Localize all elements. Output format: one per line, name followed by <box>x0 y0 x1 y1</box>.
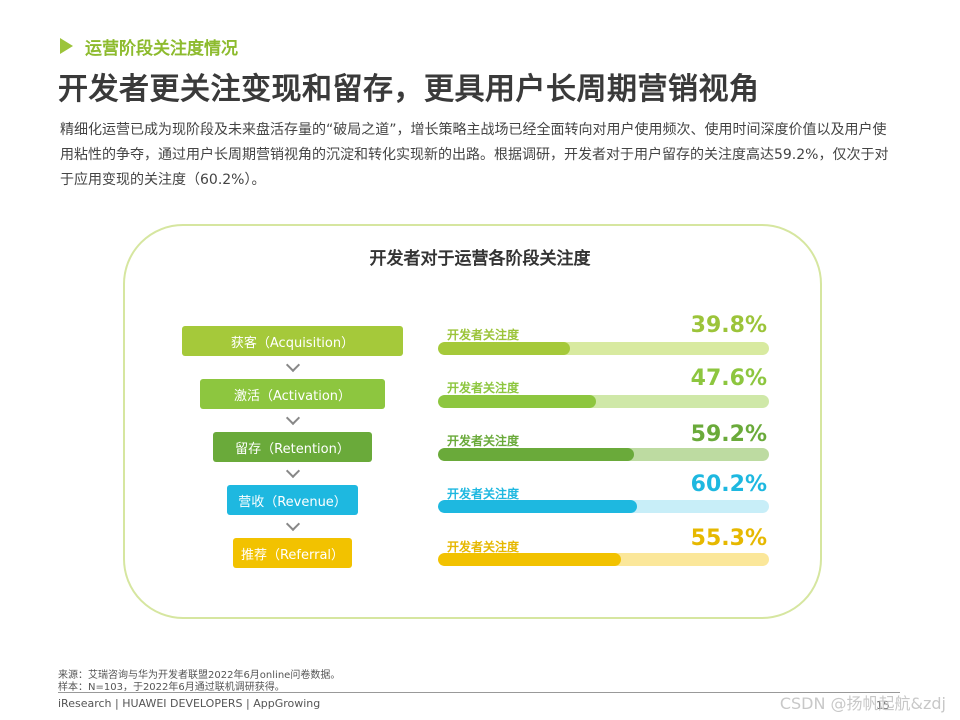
bar-retention <box>438 448 634 461</box>
bar-value-label: 60.2% <box>690 472 767 497</box>
stage-activation: 激活（Activation） <box>200 379 385 409</box>
bar-track <box>438 342 769 355</box>
bar-track <box>438 395 769 408</box>
page-title: 开发者更关注变现和留存，更具用户长周期营销视角 <box>58 72 760 107</box>
bar-series-label: 开发者关注度 <box>447 487 520 501</box>
bar-value-label: 47.6% <box>690 366 767 391</box>
intro-paragraph: 精细化运营已成为现阶段及未来盘活存量的“破局之道”，增长策略主战场已经全面转向对… <box>60 122 889 188</box>
footer-brands: iResearch | HUAWEI DEVELOPERS | AppGrowi… <box>58 697 321 710</box>
stage-retention: 留存（Retention） <box>213 432 372 462</box>
play-triangle-icon <box>60 38 73 54</box>
footer-divider <box>58 692 900 693</box>
page-number: 15 <box>876 699 890 712</box>
bar-track <box>438 448 769 461</box>
bar-value-label: 39.8% <box>690 313 767 338</box>
watermark: CSDN @扬帆起航&zdj <box>779 694 946 713</box>
bar-activation <box>438 395 596 408</box>
bar-track <box>438 553 769 566</box>
section-label-text: 运营阶段关注度情况 <box>85 38 238 59</box>
bar-referral <box>438 553 622 566</box>
sample-note: 样本：N=103，于2022年6月通过联机调研获得。 <box>58 682 285 693</box>
bar-value-label: 55.3% <box>690 526 767 551</box>
bar-series-label: 开发者关注度 <box>447 381 520 395</box>
bar-track <box>438 500 769 513</box>
bar-acquisition <box>438 342 570 355</box>
bar-series-label: 开发者关注度 <box>447 328 520 342</box>
bar-revenue <box>438 500 638 513</box>
source-note: 来源：艾瑞咨询与华为开发者联盟2022年6月online问卷数据。 <box>58 670 341 681</box>
stage-revenue: 营收（Revenue） <box>227 485 358 515</box>
bar-value-label: 59.2% <box>690 422 767 447</box>
stage-referral: 推荐（Referral） <box>233 538 352 568</box>
bar-series-label: 开发者关注度 <box>447 540 520 554</box>
chart-title: 开发者对于运营各阶段关注度 <box>369 249 591 269</box>
bar-series-label: 开发者关注度 <box>447 434 520 448</box>
stage-acquisition: 获客（Acquisition） <box>182 326 403 356</box>
section-label: 运营阶段关注度情况 <box>60 36 238 59</box>
